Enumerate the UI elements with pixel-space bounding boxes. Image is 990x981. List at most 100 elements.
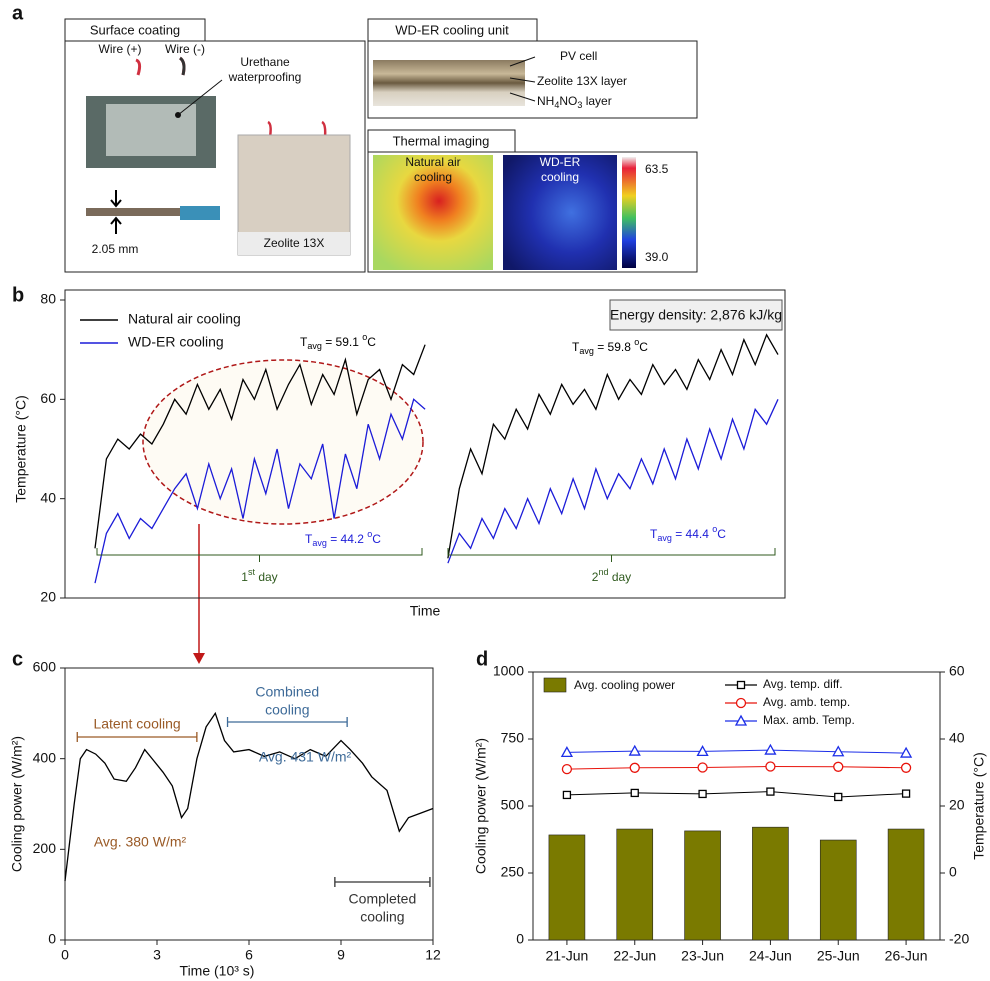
annotation-part: avg xyxy=(312,538,327,548)
series-line xyxy=(566,749,907,754)
annotation: Avg. 380 W/m² xyxy=(94,834,187,850)
annotation: Tavg = 59.8 oC xyxy=(572,337,648,356)
span-bracket xyxy=(334,877,431,887)
marker xyxy=(629,762,640,773)
y2-tick-label: 0 xyxy=(949,864,957,880)
legend-label: Avg. temp. diff. xyxy=(763,677,843,691)
series-line xyxy=(94,398,779,584)
thermal-image xyxy=(503,155,617,270)
label-part: NH xyxy=(537,94,554,108)
leader-line xyxy=(177,79,223,116)
y-tick-label: 200 xyxy=(33,840,57,856)
y-tick-label: 0 xyxy=(48,931,56,947)
label-part: layer xyxy=(582,94,611,108)
y2-tick-label: -20 xyxy=(949,931,969,947)
marker xyxy=(832,745,845,757)
marker xyxy=(560,746,574,758)
marker xyxy=(901,789,911,798)
x-tick-label: 26-Jun xyxy=(885,948,928,964)
y-tick-label: 0 xyxy=(516,931,524,947)
y-tick-label: 60 xyxy=(40,390,56,406)
bar xyxy=(616,828,654,941)
info-box-text: Energy density: 2,876 kJ/kg xyxy=(610,307,782,323)
annotation-part: = 59.1 xyxy=(322,335,362,349)
marker xyxy=(628,744,641,756)
annotation-part: st xyxy=(248,567,256,577)
annotation-part: T xyxy=(305,532,313,546)
label: Natural air xyxy=(405,155,460,169)
x-tick-label: 0 xyxy=(61,947,69,963)
legend-label: Avg. cooling power xyxy=(574,678,675,692)
photo xyxy=(86,208,186,216)
plot-frame xyxy=(64,289,786,599)
label: 2.05 mm xyxy=(92,242,139,256)
y-axis-label: Cooling power (W/m²) xyxy=(9,736,25,872)
y-tick-label: 1000 xyxy=(493,663,524,679)
panel-label: b xyxy=(12,284,24,306)
legend-marker xyxy=(736,680,746,690)
y-tick-label: 500 xyxy=(501,797,525,813)
bar xyxy=(684,830,721,941)
annotation-part: o xyxy=(367,529,372,539)
bar xyxy=(752,826,789,941)
period-bracket xyxy=(96,548,423,562)
annotation-part: 1 xyxy=(241,570,248,584)
marker xyxy=(698,789,707,799)
x-tick-label: 24-Jun xyxy=(749,948,792,964)
annotation: Avg. 431 W/m² xyxy=(259,749,352,765)
thermal-image xyxy=(373,155,493,270)
annotation: 2nd day xyxy=(592,567,631,584)
y-tick-label: 40 xyxy=(40,489,56,505)
wire xyxy=(179,56,186,76)
label: cooling xyxy=(414,170,452,184)
annotation-part: avg xyxy=(307,341,322,351)
annotation: Completed xyxy=(349,891,417,907)
marker xyxy=(899,746,913,758)
annotation-part: T xyxy=(650,527,658,541)
marker xyxy=(766,787,775,796)
x-tick-label: 12 xyxy=(425,947,441,963)
label: Wire (-) xyxy=(165,42,205,56)
photo-caption-bg xyxy=(238,232,350,255)
legend-label: Avg. amb. temp. xyxy=(763,695,850,709)
annotation: Combined xyxy=(255,684,319,700)
series-line xyxy=(566,791,907,798)
marker xyxy=(833,761,844,772)
y-tick-label: 750 xyxy=(501,730,525,746)
series-line xyxy=(64,711,434,882)
legend-swatch xyxy=(543,677,567,693)
label: Zeolite 13X xyxy=(264,236,325,250)
bar xyxy=(887,828,925,941)
plot-frame xyxy=(532,671,941,941)
marker xyxy=(764,743,777,755)
x-tick-label: 25-Jun xyxy=(817,948,860,964)
y-tick-label: 400 xyxy=(33,749,57,765)
legend-label: Max. amb. Temp. xyxy=(763,713,855,727)
annotation: Tavg = 44.4 oC xyxy=(650,524,726,543)
colorbar xyxy=(622,157,636,268)
annotation-part: = 44.2 xyxy=(327,532,367,546)
label: Zeolite 13X layer xyxy=(537,74,627,88)
bar xyxy=(548,834,586,941)
legend-label: Natural air cooling xyxy=(128,311,241,327)
series-line xyxy=(566,765,907,770)
marker xyxy=(697,762,708,773)
y-tick-label: 600 xyxy=(33,659,57,675)
bar xyxy=(819,839,857,941)
marker xyxy=(696,745,709,757)
annotation-part: day xyxy=(609,570,632,584)
annotation-part: o xyxy=(712,524,717,534)
annotation-part: C xyxy=(639,340,648,354)
legend-marker xyxy=(735,697,747,709)
y2-axis-label: Temperature (°C) xyxy=(971,752,987,860)
tab-title: WD-ER cooling unit xyxy=(395,22,509,37)
annotation-part: nd xyxy=(598,567,608,577)
marker xyxy=(765,761,776,772)
series-line xyxy=(94,333,779,559)
annotation: Tavg = 59.1 oC xyxy=(300,332,376,351)
annotation: cooling xyxy=(265,702,309,718)
annotation-part: 2 xyxy=(592,570,599,584)
y-axis-label: Temperature (°C) xyxy=(13,395,29,503)
